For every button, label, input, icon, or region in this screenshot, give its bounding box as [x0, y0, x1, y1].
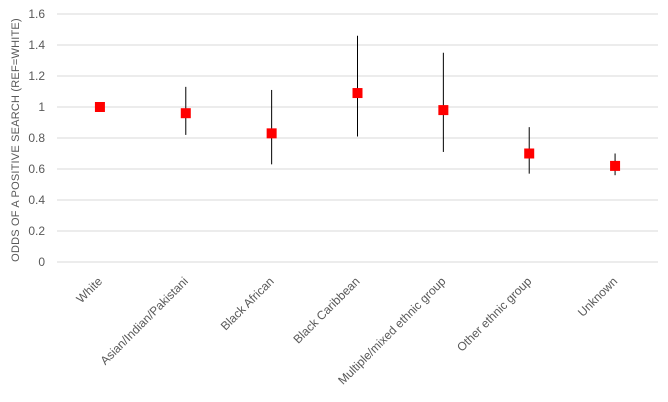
data-point-marker: [438, 105, 449, 116]
y-tick-label: 0.8: [28, 131, 45, 145]
error-bars: [185, 35, 616, 176]
y-tick-label: 1.2: [28, 69, 45, 83]
x-tick-label: Black African: [218, 274, 277, 333]
data-point-marker: [524, 148, 535, 159]
y-axis-label: ODDS OF A POSITIVE SEARCH (REF=WHITE): [10, 18, 22, 262]
y-tick-label: 1: [38, 100, 45, 114]
y-tick-label: 0.4: [28, 193, 45, 207]
data-point-marker: [94, 102, 105, 112]
data-point-marker: [266, 128, 277, 139]
x-tick-label: White: [73, 274, 105, 306]
y-tick-label: 0.2: [28, 224, 45, 238]
data-markers: [94, 88, 621, 171]
x-tick-label: Unknown: [575, 274, 620, 319]
data-point-marker: [180, 108, 191, 119]
data-point-marker: [352, 88, 363, 99]
x-tick-label: Other ethnic group: [454, 274, 534, 354]
data-point-marker: [610, 160, 621, 171]
y-tick-label: 0.6: [28, 162, 45, 176]
y-tick-label: 0: [38, 255, 45, 269]
x-tick-label: Black Caribbean: [290, 274, 362, 346]
y-tick-label: 1.6: [28, 7, 45, 21]
y-axis-ticks: 0 0.2 0.4 0.6 0.8 1 1.2 1.4 1.6: [28, 7, 45, 269]
y-tick-label: 1.4: [28, 38, 45, 52]
x-tick-label: Asian/Indian/Pakistani: [98, 274, 191, 367]
